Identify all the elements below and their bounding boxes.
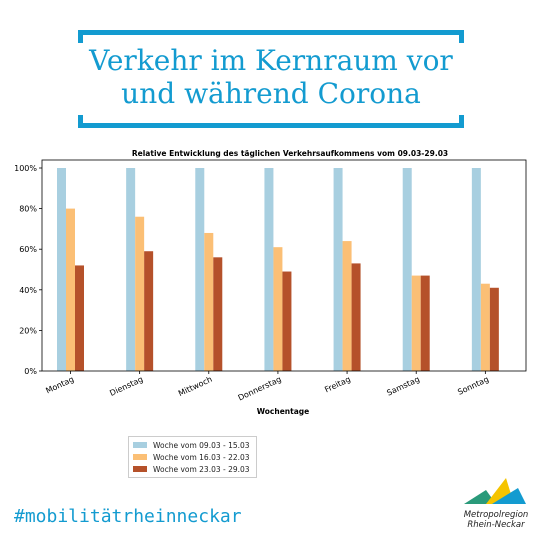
legend-swatch (133, 442, 147, 448)
bar-samstag-series-3 (420, 275, 430, 371)
header-frame-top (78, 30, 464, 35)
chart-legend: Woche vom 09.03 - 15.03 Woche vom 16.03 -… (128, 436, 257, 478)
bar-donnerstag-series-3 (282, 271, 292, 371)
logo-text: Metropolregion Rhein-Neckar (454, 510, 538, 530)
y-axis: 0% 20% 40% 60% 80% 100% (14, 164, 42, 376)
legend-label: Woche vom 23.03 - 29.03 (153, 464, 250, 474)
legend-item: Woche vom 09.03 - 15.03 (133, 439, 250, 451)
bar-dienstag-series-1 (126, 168, 136, 371)
header-frame-bottom (78, 123, 464, 128)
bar-dienstag-series-2 (135, 216, 145, 371)
x-tick-label: Freitag (323, 375, 352, 395)
bar-sonntag-series-3 (489, 287, 499, 371)
plot-frame (41, 159, 527, 372)
y-tick-label: 20% (19, 326, 37, 335)
logo-mark-green-icon (464, 490, 496, 504)
metropolregion-logo (464, 478, 526, 504)
bar-freitag-series-2 (342, 241, 352, 371)
y-tick-label: 0% (24, 367, 37, 376)
legend-swatch (133, 466, 147, 472)
bar-mittwoch-series-3 (213, 257, 223, 371)
legend-item: Woche vom 16.03 - 22.03 (133, 451, 250, 463)
x-axis-label: Wochentage (257, 407, 309, 416)
legend-label: Woche vom 16.03 - 22.03 (153, 452, 250, 462)
hashtag: #mobilitätrheinneckar (14, 506, 242, 527)
bar-mittwoch-series-1 (195, 168, 205, 371)
bars-group (57, 168, 499, 371)
page-title: Verkehr im Kernraum vor und während Coro… (78, 44, 464, 110)
header-frame-tick (459, 30, 464, 43)
bar-montag-series-3 (75, 265, 84, 371)
bar-sonntag-series-2 (480, 283, 490, 371)
y-tick-label: 60% (19, 245, 37, 254)
bar-samstag-series-1 (402, 168, 412, 371)
logo-text-line-2: Rhein-Neckar (467, 520, 525, 530)
page-title-line-2: und während Corona (121, 77, 421, 110)
x-axis: Montag Dienstag Mittwoch Donnerstag Freitag S… (44, 371, 490, 403)
bar-montag-series-1 (57, 168, 66, 371)
bar-freitag-series-3 (351, 263, 361, 371)
legend-swatch (133, 454, 147, 460)
x-tick-label: Sonntag (456, 375, 490, 397)
logo-mark-blue-icon (492, 488, 526, 504)
legend-item: Woche vom 23.03 - 29.03 (133, 463, 250, 475)
header-frame-tick (78, 115, 83, 128)
x-tick-label: Montag (44, 375, 75, 396)
bar-mittwoch-series-2 (204, 232, 214, 371)
bar-dienstag-series-3 (144, 251, 154, 371)
x-tick-label: Samstag (385, 375, 421, 398)
bar-donnerstag-series-2 (273, 247, 283, 371)
header-frame-tick (78, 30, 83, 43)
bar-samstag-series-2 (411, 275, 421, 371)
y-tick-label: 40% (19, 286, 37, 295)
x-tick-label: Donnerstag (237, 375, 283, 403)
y-tick-label: 100% (14, 164, 37, 173)
bar-donnerstag-series-1 (264, 168, 274, 371)
bar-sonntag-series-1 (471, 168, 481, 371)
x-tick-label: Dienstag (108, 375, 144, 398)
page-title-line-1: Verkehr im Kernraum vor (89, 44, 453, 77)
legend-label: Woche vom 09.03 - 15.03 (153, 440, 250, 450)
x-tick-label: Mittwoch (177, 375, 214, 399)
bar-montag-series-2 (66, 208, 75, 371)
y-tick-label: 80% (19, 205, 37, 214)
bar-freitag-series-1 (333, 168, 343, 371)
chart-title: Relative Entwicklung des täglichen Verke… (132, 149, 448, 158)
header-frame-tick (459, 115, 464, 128)
logo-text-line-1: Metropolregion (463, 510, 529, 520)
